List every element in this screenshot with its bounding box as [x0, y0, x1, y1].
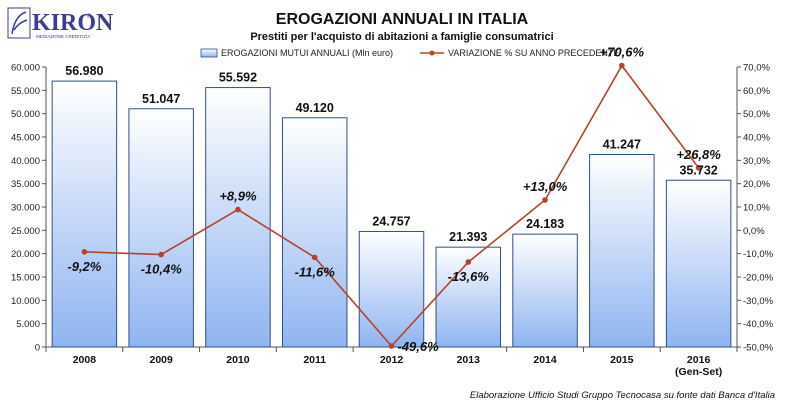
bar-value-label: 21.393 [449, 230, 487, 244]
y-left-tick-label: 10.000 [11, 296, 40, 307]
y-left-tick-label: 5.000 [16, 319, 40, 330]
data-labels: 56.980 51.047 55.592 49.120 24.757 21.393 24.1… [65, 45, 721, 354]
line-point [235, 206, 241, 213]
kiron-logo: KIRON ® MEDIAZIONE CREDITIZIA [7, 7, 114, 39]
line-point [465, 259, 472, 265]
y-left-tick-label: 45.000 [11, 133, 40, 144]
y-right-tick-label: 40,0% [743, 133, 770, 144]
y-left-tick-label: 30.000 [11, 203, 40, 214]
chart-title: EROGAZIONI ANNUALI IN ITALIA [276, 11, 529, 28]
line-point [388, 343, 395, 349]
y-left-tick-label: 0 [35, 343, 40, 354]
bar [281, 117, 348, 348]
bar-value-label: 24.757 [372, 214, 410, 228]
variation-line [81, 62, 702, 349]
y-right-tick-label: -20,0% [743, 273, 774, 284]
source-note: Elaborazione Ufficio Studi Gruppo Tecnoc… [470, 390, 775, 401]
line-value-label: +13,0% [523, 179, 568, 194]
x-tick-label: 2014 [533, 354, 557, 366]
bar-value-label: 41.247 [603, 138, 641, 152]
line-point [695, 165, 702, 171]
x-tick-label: 2011 [303, 354, 326, 366]
x-tick-label: 2009 [149, 354, 173, 366]
x-tick-label: 2010 [226, 354, 250, 366]
x-tick-label: 2012 [380, 354, 404, 366]
legend-line-marker [429, 50, 435, 56]
line-point [81, 249, 88, 255]
bars [51, 80, 732, 348]
y-left-tick-label: 60.000 [11, 63, 40, 74]
bar [665, 179, 732, 348]
line-value-label: -49,6% [398, 339, 440, 354]
y-right-tick-label: -50,0% [743, 343, 774, 354]
line-value-label: -10,4% [141, 262, 183, 277]
legend: EROGAZIONI MUTUI ANNUALI (Mln euro) VARI… [200, 48, 619, 58]
bar [128, 108, 194, 348]
y-right-tick-label: 60,0% [743, 86, 770, 97]
y-left-tick-label: 35.000 [11, 179, 40, 190]
logo-registered: ® [87, 13, 92, 20]
x-tick-label: 2016 [687, 354, 711, 366]
bar-value-label: 49.120 [296, 101, 334, 115]
bar-value-label: 24.183 [526, 217, 564, 231]
logo-swirl-icon [11, 11, 28, 35]
line-value-label: -9,2% [67, 259, 101, 274]
logo-emblem [7, 7, 31, 39]
y-right-tick-label: 10,0% [743, 203, 770, 214]
legend-line-label: VARIAZIONE % SU ANNO PRECEDENTE [448, 48, 619, 58]
line-point [158, 251, 164, 258]
y-right-tick-label: -40,0% [743, 319, 774, 330]
x-tick-label: 2008 [73, 354, 97, 366]
y-right-tick-label: 50,0% [743, 109, 770, 120]
bar-value-label: 35.732 [679, 163, 717, 177]
y-left-tick-label: 25.000 [11, 226, 40, 237]
line-value-label: +70,6% [600, 45, 645, 60]
y-right-tick-label: 20,0% [743, 179, 770, 190]
line-value-label: +8,9% [219, 189, 257, 204]
bar [205, 87, 271, 348]
line-point [311, 254, 318, 261]
line-value-label: +26,8% [676, 147, 721, 162]
logo-tagline: MEDIAZIONE CREDITIZIA [36, 34, 90, 39]
line-point [542, 197, 548, 203]
bar [51, 80, 118, 348]
y-left-tick-label: 55.000 [11, 86, 40, 97]
x-tick-sublabel: (Gen-Set) [675, 366, 722, 378]
x-tick-label: 2013 [457, 354, 481, 366]
y-right-tick-label: 70,0% [743, 63, 770, 74]
legend-bar-label: EROGAZIONI MUTUI ANNUALI (Mln euro) [221, 48, 393, 58]
y-left-tick-label: 20.000 [11, 249, 40, 260]
bar-value-label: 56.980 [65, 64, 103, 78]
legend-bar-swatch [200, 48, 218, 58]
line-value-label: -11,6% [295, 264, 336, 279]
chart-subtitle: Prestiti per l'acquisto di abitazioni a … [250, 31, 553, 43]
bar [358, 230, 425, 348]
y-right-tick-label: 0,0% [743, 226, 765, 237]
logo-brand: KIRON [32, 10, 114, 36]
y-left-tick-label: 50.000 [11, 109, 40, 120]
y-left-tick-label: 15.000 [11, 273, 40, 284]
y-left-tick-label: 40.000 [11, 156, 40, 167]
y-right-tick-label: 30,0% [743, 156, 770, 167]
y-right-tick-label: -10,0% [743, 249, 774, 260]
line-value-label: -13,6% [448, 269, 490, 284]
x-tick-label: 2015 [610, 354, 634, 366]
bar-value-label: 55.592 [219, 71, 257, 85]
bar-value-label: 51.047 [142, 92, 180, 106]
bar [512, 233, 578, 348]
bar [589, 154, 655, 348]
line-point [619, 62, 625, 69]
y-right-tick-label: -30,0% [743, 296, 774, 307]
